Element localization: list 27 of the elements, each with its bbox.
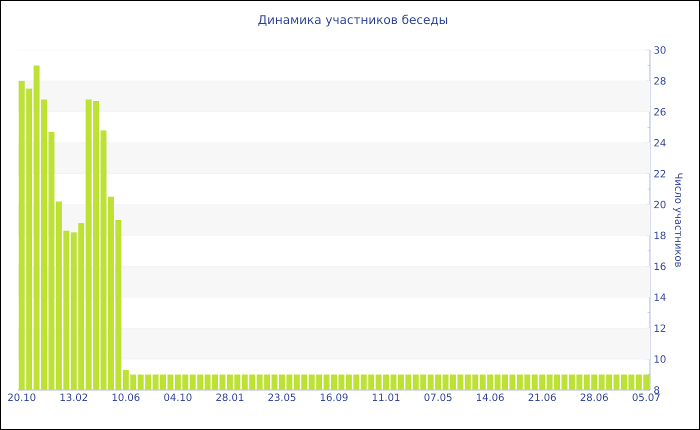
x-tick-label: 07.05 [424, 394, 452, 402]
x-tick-label: 28.06 [580, 394, 608, 402]
y-tick-label: 14 [654, 294, 666, 301]
x-tick-label: 20.10 [8, 394, 36, 402]
x-tick-label: 14.06 [476, 394, 504, 402]
y-tick-label: 8 [654, 386, 660, 394]
y-tick-label: 12 [654, 324, 666, 332]
y-tick-label: 26 [654, 108, 666, 116]
y-tick-label: 22 [654, 170, 666, 178]
y-tick-label: 20 [654, 200, 666, 208]
x-tick-label: 04.10 [164, 394, 192, 402]
x-tick-label: 10.06 [112, 394, 140, 402]
y-tick-label: 24 [654, 138, 666, 146]
y-tick-label: 16 [654, 262, 666, 270]
y-tick-label: 30 [654, 46, 666, 54]
x-tick-label: 21.06 [528, 394, 556, 402]
y-tick-label: 28 [654, 77, 666, 85]
x-tick-label: 16.09 [320, 394, 348, 402]
x-tick-label: 05.07 [632, 394, 660, 402]
y-tick-label: 10 [654, 355, 666, 363]
x-tick-label: 13.02 [60, 394, 88, 402]
chart-title: Динамика участников беседы [258, 14, 448, 26]
y-axis-title: Число участников [673, 173, 682, 267]
x-tick-label: 11.01 [372, 394, 400, 402]
x-tick-label: 28.01 [216, 394, 244, 402]
x-tick-label: 23.05 [268, 394, 296, 402]
y-tick-label: 18 [654, 232, 666, 240]
